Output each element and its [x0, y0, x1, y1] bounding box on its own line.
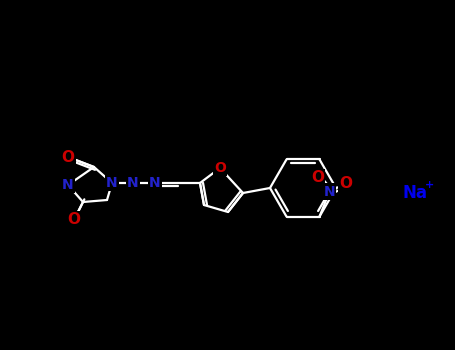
Text: N: N [106, 176, 118, 190]
Text: O: O [339, 176, 352, 191]
Text: N: N [62, 178, 74, 192]
Text: O: O [311, 170, 324, 185]
Text: O: O [67, 212, 81, 228]
Text: N: N [127, 176, 139, 190]
Text: N: N [324, 184, 335, 198]
Text: O: O [61, 149, 75, 164]
Text: Na: Na [403, 184, 428, 202]
Text: +: + [425, 180, 435, 190]
Text: O: O [214, 161, 226, 175]
Text: N: N [149, 176, 161, 190]
